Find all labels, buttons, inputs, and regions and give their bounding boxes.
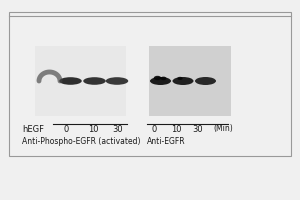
Text: 30: 30 <box>112 124 123 134</box>
Ellipse shape <box>172 77 194 85</box>
Ellipse shape <box>160 77 166 80</box>
Bar <box>34 46 126 116</box>
Ellipse shape <box>154 76 161 80</box>
Text: hEGF: hEGF <box>22 124 44 134</box>
Ellipse shape <box>83 77 106 85</box>
Ellipse shape <box>106 77 128 85</box>
Text: 0: 0 <box>152 124 157 134</box>
Text: (Min): (Min) <box>213 124 233 134</box>
Bar <box>9 12 291 156</box>
Text: Anti-EGFR: Anti-EGFR <box>147 136 186 146</box>
Ellipse shape <box>195 77 216 85</box>
Ellipse shape <box>59 77 82 85</box>
Ellipse shape <box>150 77 171 85</box>
Text: 10: 10 <box>88 124 98 134</box>
Ellipse shape <box>177 77 183 80</box>
Text: 30: 30 <box>193 124 203 134</box>
Text: 10: 10 <box>171 124 181 134</box>
Text: 0: 0 <box>63 124 69 134</box>
Text: Anti-Phospho-EGFR (activated): Anti-Phospho-EGFR (activated) <box>22 136 141 146</box>
Bar <box>148 46 231 116</box>
